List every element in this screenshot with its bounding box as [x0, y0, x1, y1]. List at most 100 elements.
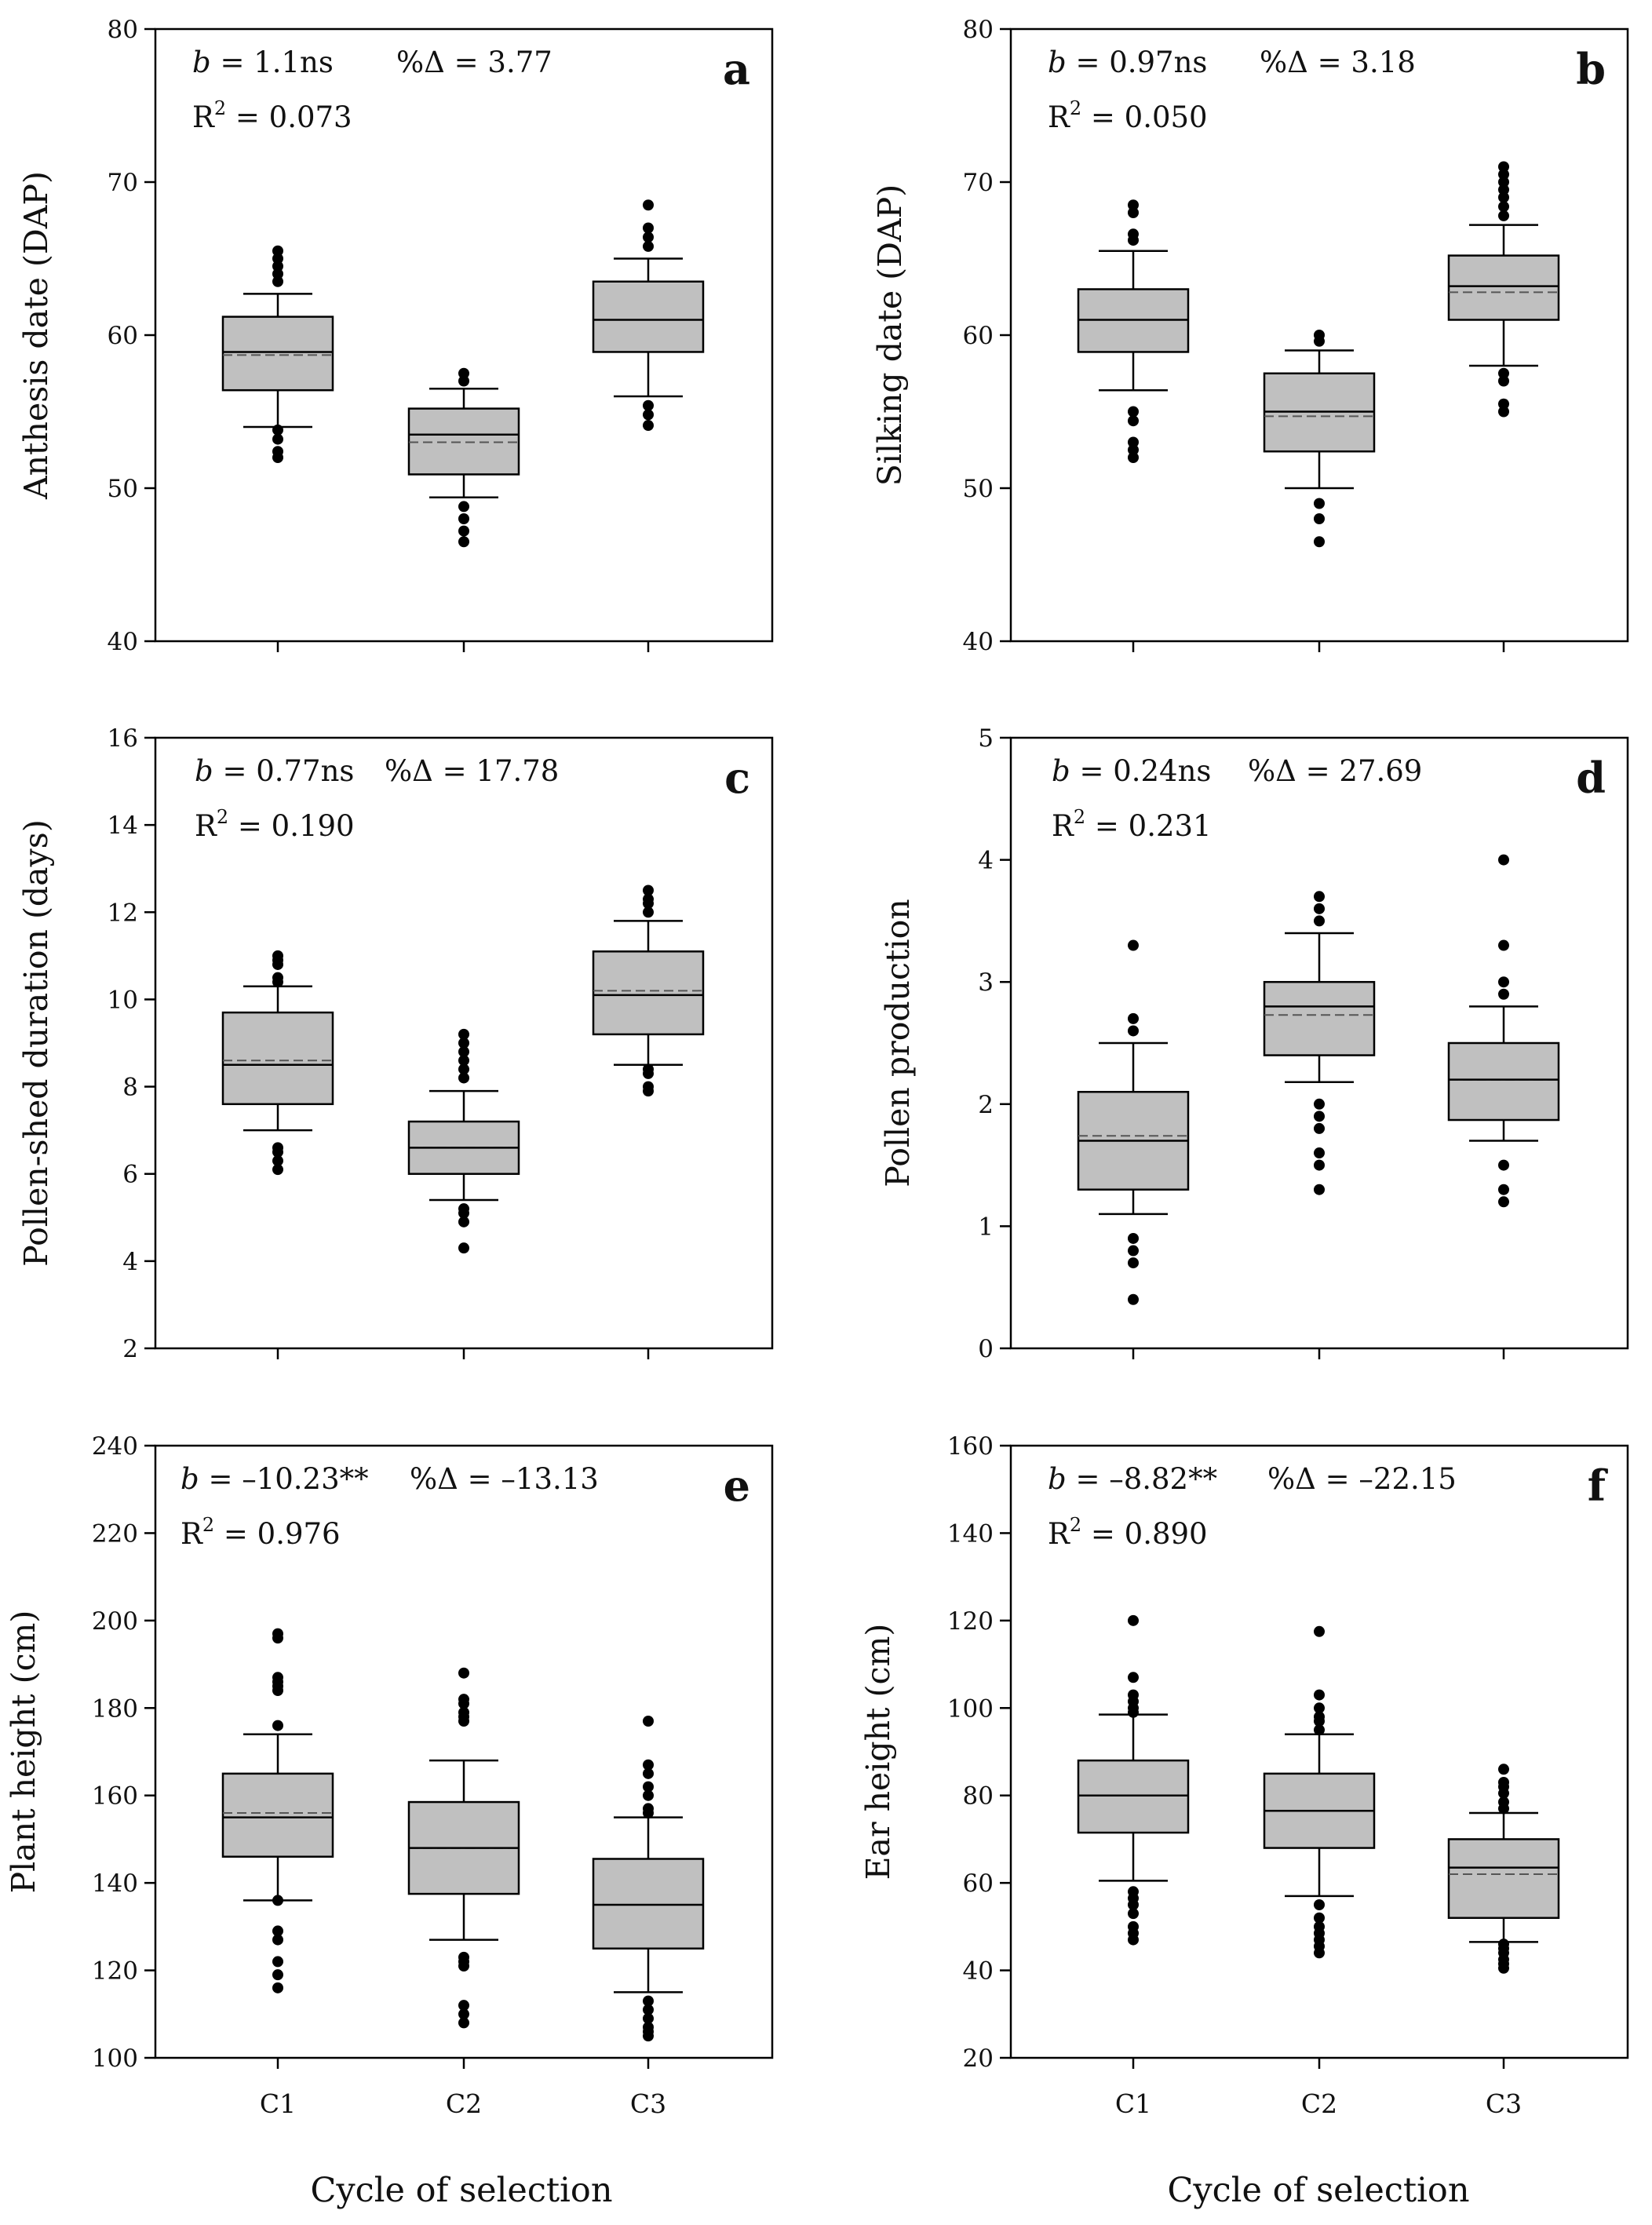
outlier-point: [458, 375, 469, 387]
percent-change-annotation: %Δ = –22.15: [1267, 1462, 1457, 1496]
box-iqr: [1447, 1838, 1560, 1919]
outlier-point: [643, 420, 654, 432]
outlier-point: [1128, 939, 1139, 951]
outlier-point: [272, 268, 283, 279]
outlier-point: [458, 2000, 469, 2012]
slope-annotation: b = –8.82**: [1048, 1462, 1217, 1496]
outlier-point: [1314, 1899, 1325, 1910]
box-c3: [1447, 161, 1560, 418]
outlier-point: [1498, 191, 1509, 203]
outlier-point: [643, 1716, 654, 1727]
outlier-point: [643, 2004, 654, 2015]
outlier-point: [643, 1063, 654, 1075]
box-iqr: [1447, 254, 1560, 321]
y-tick-label: 60: [108, 322, 138, 350]
outlier-point: [1498, 1764, 1509, 1775]
outlier-point: [458, 525, 469, 537]
box-c1: [221, 950, 334, 1176]
outlier-point: [458, 1242, 469, 1254]
outlier-point: [1128, 1689, 1139, 1701]
y-axis-title: Pollen-shed duration (days): [17, 819, 55, 1267]
box-c2: [407, 1667, 520, 2029]
box-iqr: [592, 950, 705, 1036]
y-tick-label: 200: [92, 1607, 138, 1636]
box-c3: [592, 885, 705, 1097]
outlier-point: [272, 446, 283, 458]
x-axis-title: Cycle of selection: [1167, 2171, 1469, 2210]
outlier-point: [1498, 1777, 1509, 1788]
y-tick-label: 60: [963, 1869, 994, 1898]
outlier-point: [458, 1951, 469, 1963]
outlier-point: [458, 2017, 469, 2029]
slope-annotation: b = 1.1ns: [192, 46, 334, 79]
outlier-point: [458, 1216, 469, 1227]
outlier-point: [643, 1789, 654, 1801]
outlier-point: [1314, 891, 1325, 903]
r-squared-annotation: R2 = 0.190: [195, 806, 355, 843]
y-tick-label: 240: [92, 1432, 138, 1461]
y-tick-label: 120: [947, 1607, 994, 1636]
panel-e: 100 120 140 160 180 200 220 240 C1 C2 C3 Plant heig…: [5, 1432, 774, 2119]
outlier-point: [272, 972, 283, 983]
y-tick-label: 2: [122, 1335, 138, 1363]
box-c1: [1077, 1614, 1190, 1946]
box-c2: [1263, 891, 1376, 1195]
outlier-point: [1128, 444, 1139, 456]
outlier-point: [1498, 375, 1509, 387]
y-tick-label: 12: [108, 899, 138, 927]
outlier-point: [1314, 1711, 1325, 1723]
r-squared-annotation: R2 = 0.231: [1052, 806, 1212, 843]
outlier-point: [1498, 406, 1509, 418]
outlier-point: [272, 950, 283, 961]
outlier-point: [272, 253, 283, 264]
outlier-point: [1314, 1689, 1325, 1701]
outlier-point: [1128, 1908, 1139, 1920]
outlier-point: [1498, 169, 1509, 181]
outlier-point: [1128, 1672, 1139, 1683]
outlier-point: [458, 1038, 469, 1049]
y-tick-label: 10: [108, 986, 138, 1014]
outlier-point: [1498, 939, 1509, 951]
y-tick-label: 140: [947, 1519, 994, 1548]
y-tick-label: 160: [92, 1782, 138, 1811]
box-c1: [1077, 199, 1190, 463]
outlier-point: [1128, 1614, 1139, 1626]
outlier-point: [643, 409, 654, 421]
outlier-point: [458, 536, 469, 548]
y-tick-label: 140: [92, 1869, 138, 1898]
outlier-point: [1314, 1098, 1325, 1110]
r-squared-annotation: R2 = 0.976: [181, 1514, 341, 1551]
outlier-point: [458, 2008, 469, 2020]
panel-a: 40 50 60 70 80 Anthesis date (DAP) b = 1.1ns %Δ…: [17, 16, 774, 656]
outlier-point: [272, 1672, 283, 1683]
x-tick-label: C3: [630, 2088, 666, 2119]
outlier-point: [643, 893, 654, 905]
y-tick-label: 60: [963, 322, 994, 350]
outlier-point: [1498, 1159, 1509, 1171]
box-iqr: [221, 316, 334, 392]
outlier-point: [1128, 199, 1139, 211]
outlier-point: [1498, 1796, 1509, 1808]
outlier-point: [1498, 201, 1509, 213]
outlier-point: [458, 1046, 469, 1058]
outlier-point: [1128, 1920, 1139, 1932]
outlier-point: [1498, 1939, 1509, 1950]
y-axis-title: Ear height (cm): [859, 1624, 897, 1880]
y-tick-label: 80: [963, 16, 994, 44]
y-tick-label: 20: [963, 2044, 994, 2073]
y-tick-label: 14: [108, 812, 138, 840]
outlier-point: [643, 222, 654, 234]
y-tick-label: 4: [122, 1248, 138, 1276]
slope-annotation: b = 0.77ns: [195, 754, 354, 788]
y-tick-label: 3: [978, 968, 994, 997]
outlier-point: [1314, 498, 1325, 509]
percent-change-annotation: %Δ = 17.78: [385, 754, 559, 788]
outlier-point: [1314, 1702, 1325, 1714]
outlier-point: [1314, 1920, 1325, 1932]
outlier-point: [643, 232, 654, 243]
y-axis-title: Silking date (DAP): [871, 184, 909, 486]
outlier-point: [272, 1982, 283, 1993]
panel-d: 0 1 2 3 4 5 Pollen production b = 0.24ns %Δ = 27…: [879, 724, 1629, 1363]
outlier-point: [643, 399, 654, 411]
